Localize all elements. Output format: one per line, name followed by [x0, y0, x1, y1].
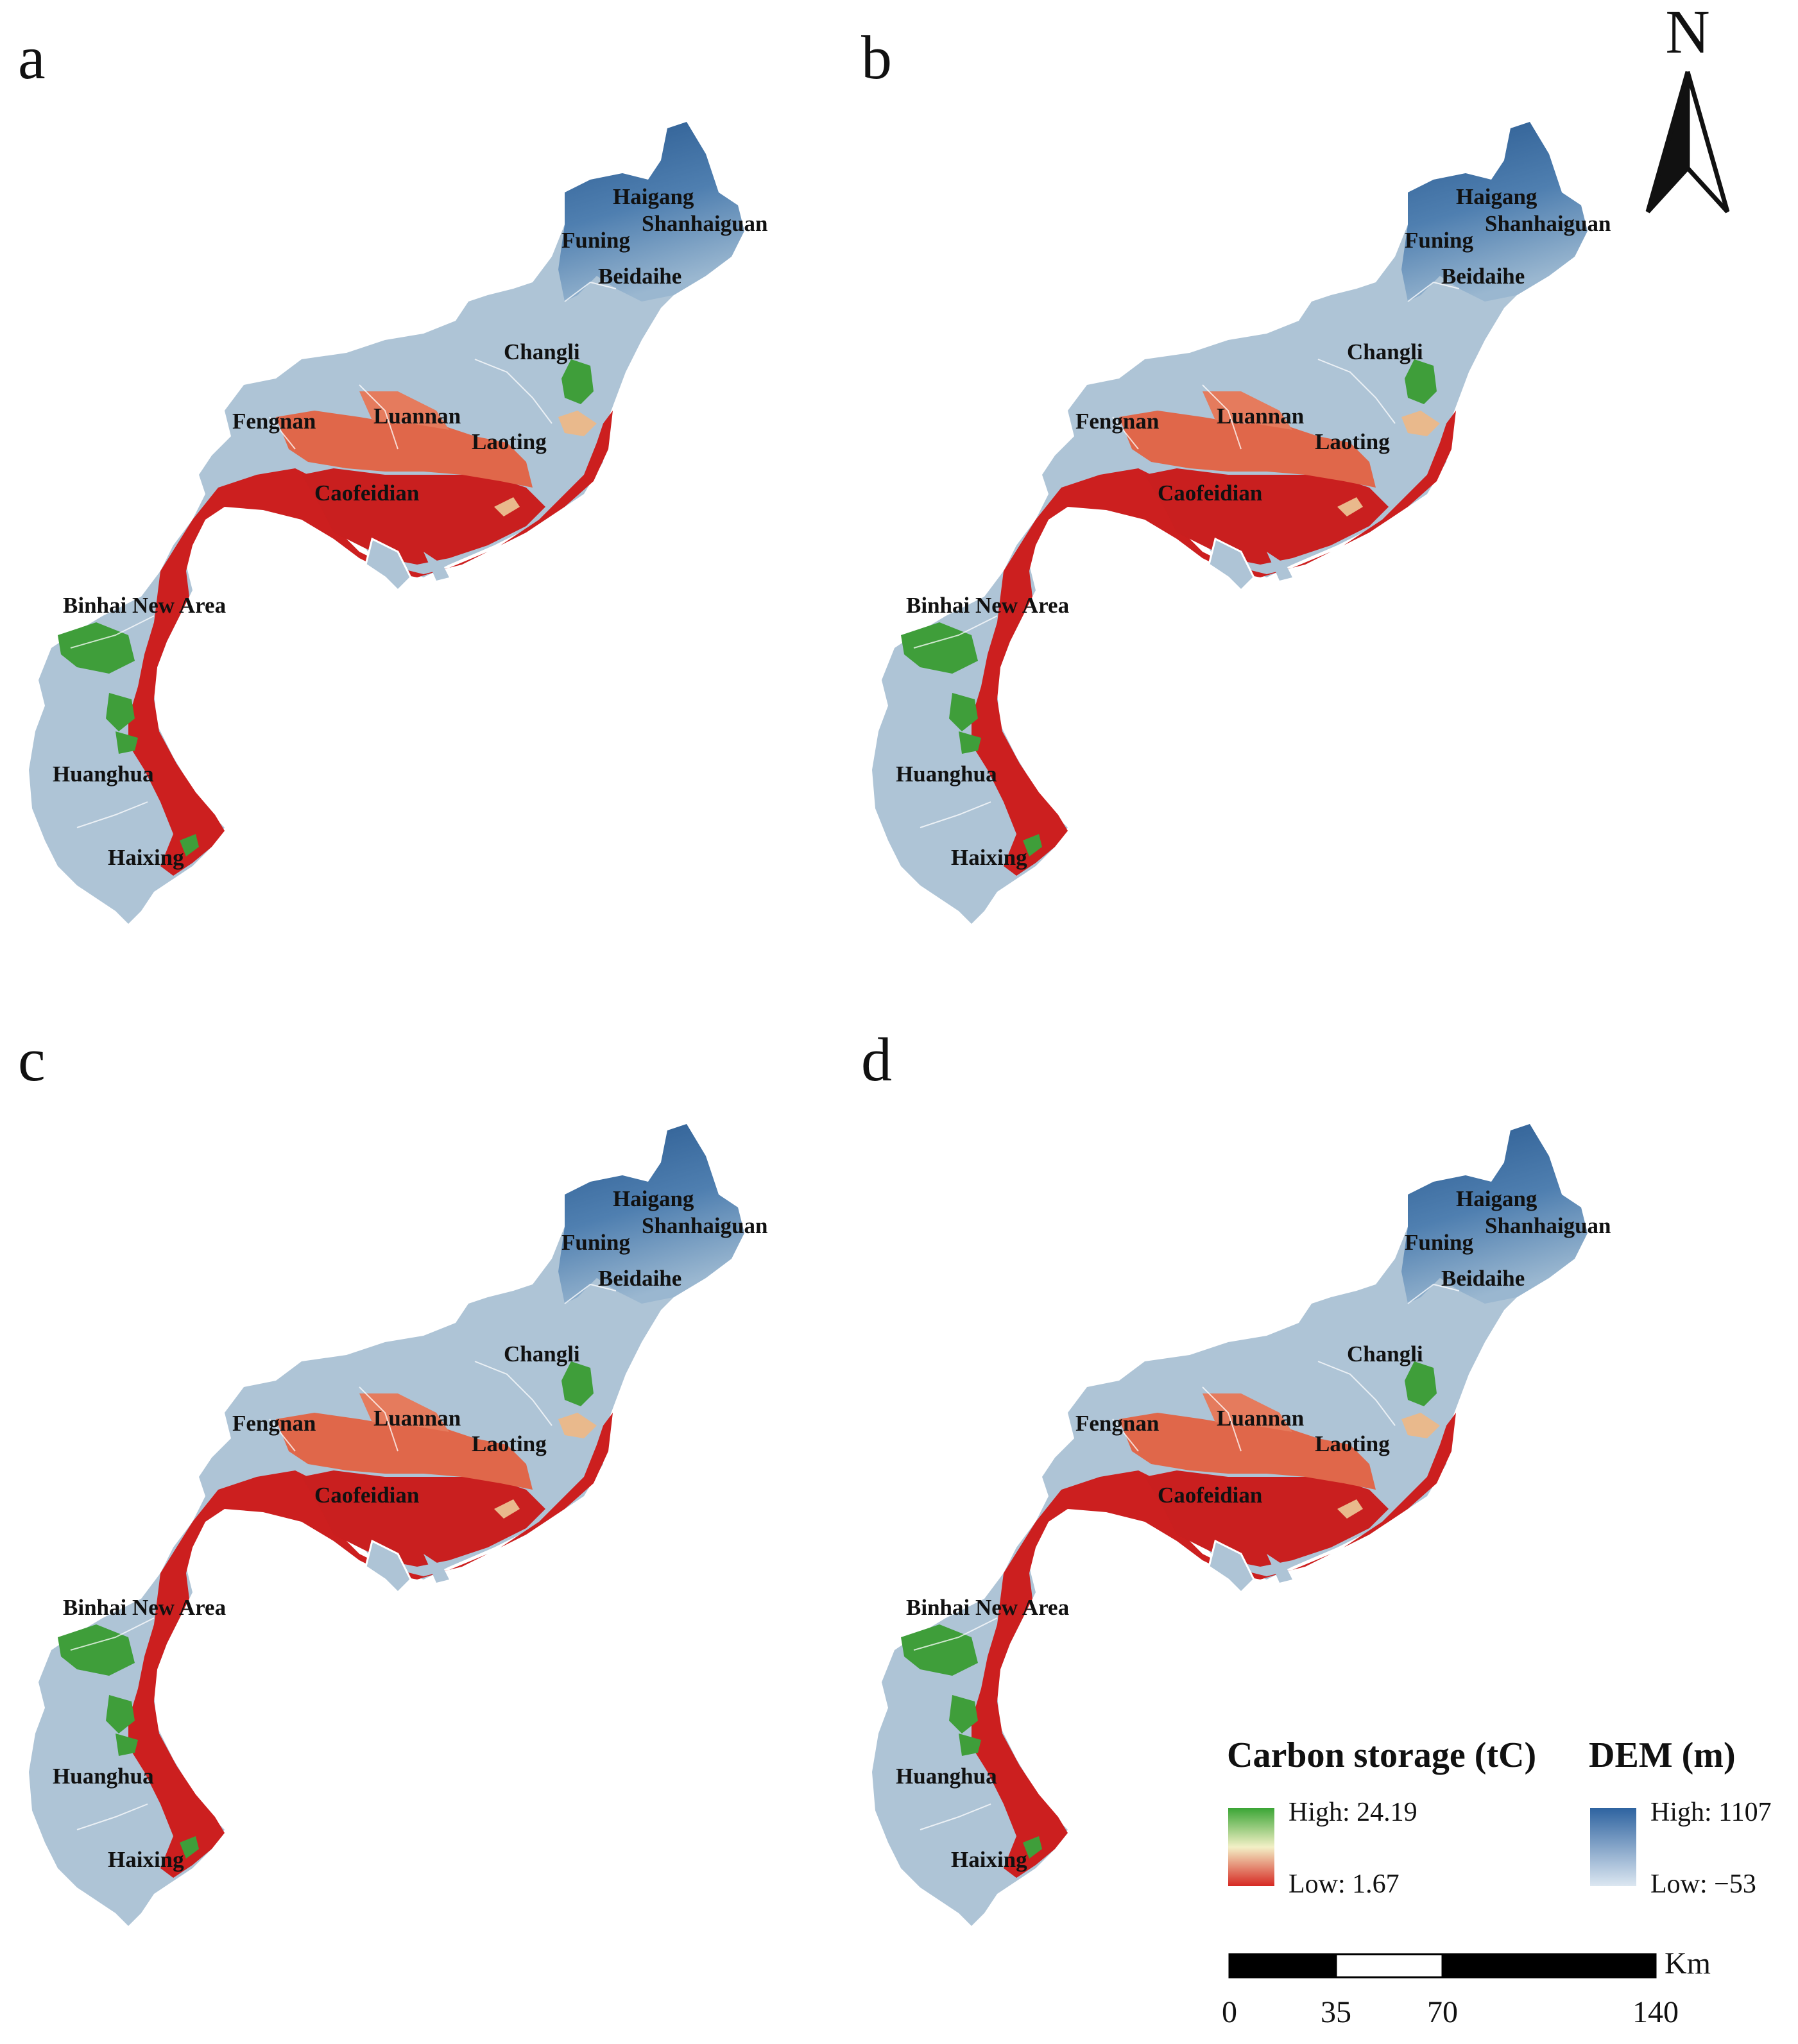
place-label-binhai-new-area: Binhai New Area	[906, 1595, 1069, 1620]
place-label-changli: Changli	[1347, 1341, 1423, 1367]
panel-label-c: c	[18, 1025, 46, 1094]
place-label-huanghua: Huanghua	[896, 1764, 997, 1789]
place-label-fengnan: Fengnan	[1075, 409, 1159, 434]
place-label-beidaihe: Beidaihe	[598, 1266, 681, 1291]
place-label-laoting: Laoting	[1315, 429, 1390, 454]
place-label-beidaihe: Beidaihe	[1441, 264, 1525, 289]
place-label-haigang: Haigang	[1456, 1186, 1537, 1211]
north-arrow-icon	[1645, 71, 1730, 214]
place-label-luannan: Luannan	[1217, 1406, 1304, 1431]
place-label-beidaihe: Beidaihe	[1441, 1266, 1525, 1291]
coast-map-d	[871, 1123, 1589, 1927]
place-label-luannan: Luannan	[373, 1406, 461, 1431]
scale-tick-0: 0	[1222, 1995, 1237, 2029]
place-label-beidaihe: Beidaihe	[598, 264, 681, 289]
place-label-haixing: Haixing	[951, 1847, 1027, 1872]
dem-color-ramp	[1590, 1808, 1636, 1886]
place-label-binhai-new-area: Binhai New Area	[906, 593, 1069, 618]
place-label-huanghua: Huanghua	[53, 1764, 154, 1789]
carbon-legend-title: Carbon storage (tC)	[1227, 1735, 1536, 1775]
place-label-haigang: Haigang	[613, 184, 694, 209]
place-label-changli: Changli	[504, 339, 580, 364]
place-label-haixing: Haixing	[108, 1847, 184, 1872]
place-label-shanhaiguan: Shanhaiguan	[1485, 211, 1611, 236]
place-label-changli: Changli	[1347, 339, 1423, 364]
dem-high-label: High: 1107	[1650, 1798, 1772, 1827]
place-label-haigang: Haigang	[613, 1186, 694, 1211]
scale-tick-3: 140	[1632, 1995, 1679, 2029]
place-label-haixing: Haixing	[951, 845, 1027, 870]
map-panels: aHaigangShanhaiguanFuningBeidaiheChangli…	[18, 23, 1611, 1927]
place-label-shanhaiguan: Shanhaiguan	[642, 211, 768, 236]
scale-unit: Km	[1665, 1946, 1711, 1980]
carbon-low-label: Low: 1.67	[1289, 1869, 1400, 1899]
place-label-laoting: Laoting	[472, 429, 547, 454]
scale-bar: Km 0 35 70 140	[1222, 1946, 1711, 2029]
place-label-huanghua: Huanghua	[53, 762, 154, 787]
place-label-shanhaiguan: Shanhaiguan	[642, 1213, 768, 1238]
panel-label-d: d	[861, 1025, 892, 1094]
place-label-fengnan: Fengnan	[232, 1411, 316, 1436]
scale-seg-2	[1335, 1953, 1444, 1979]
coast-map-b	[871, 121, 1589, 925]
scale-tick-2: 70	[1427, 1995, 1458, 2029]
place-label-changli: Changli	[504, 1341, 580, 1367]
place-label-funing: Funing	[561, 1230, 630, 1255]
place-label-caofeidian: Caofeidian	[314, 481, 419, 506]
place-label-caofeidian: Caofeidian	[314, 1483, 419, 1508]
place-label-binhai-new-area: Binhai New Area	[63, 1595, 226, 1620]
carbon-legend: Carbon storage (tC) High: 24.19 Low: 1.6…	[1227, 1735, 1536, 1899]
legend: Carbon storage (tC) High: 24.19 Low: 1.6…	[1227, 1735, 1772, 1899]
place-label-laoting: Laoting	[1315, 1431, 1390, 1456]
carbon-color-ramp	[1228, 1808, 1274, 1886]
place-label-haigang: Haigang	[1456, 184, 1537, 209]
place-label-fengnan: Fengnan	[1075, 1411, 1159, 1436]
scale-seg-3	[1441, 1953, 1657, 1979]
carbon-high-label: High: 24.19	[1289, 1798, 1417, 1827]
place-label-funing: Funing	[561, 228, 630, 253]
place-label-caofeidian: Caofeidian	[1158, 1483, 1262, 1508]
panel-label-b: b	[861, 23, 892, 92]
place-label-shanhaiguan: Shanhaiguan	[1485, 1213, 1611, 1238]
place-label-binhai-new-area: Binhai New Area	[63, 593, 226, 618]
north-arrow-label: N	[1665, 0, 1709, 66]
north-arrow: N	[1645, 0, 1730, 214]
place-label-fengnan: Fengnan	[232, 409, 316, 434]
dem-legend: DEM (m) High: 1107 Low: −53	[1589, 1735, 1772, 1899]
place-label-funing: Funing	[1405, 1230, 1473, 1255]
scale-seg-1	[1228, 1953, 1337, 1979]
panel-label-a: a	[18, 23, 46, 92]
place-label-luannan: Luannan	[1217, 404, 1304, 429]
dem-legend-title: DEM (m)	[1589, 1735, 1736, 1775]
coast-map-c	[28, 1123, 746, 1927]
place-label-caofeidian: Caofeidian	[1158, 481, 1262, 506]
dem-low-label: Low: −53	[1650, 1869, 1756, 1899]
place-label-huanghua: Huanghua	[896, 762, 997, 787]
place-label-laoting: Laoting	[472, 1431, 547, 1456]
place-label-haixing: Haixing	[108, 845, 184, 870]
place-label-funing: Funing	[1405, 228, 1473, 253]
coast-map-a	[28, 121, 746, 925]
scale-tick-1: 35	[1321, 1995, 1351, 2029]
place-label-luannan: Luannan	[373, 404, 461, 429]
